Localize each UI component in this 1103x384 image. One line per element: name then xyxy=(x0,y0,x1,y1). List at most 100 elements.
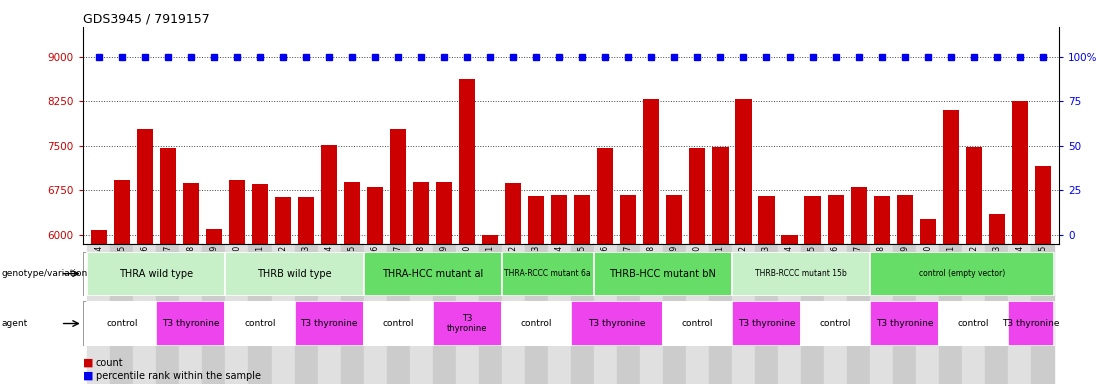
Bar xyxy=(479,244,502,384)
Bar xyxy=(759,196,774,384)
Bar xyxy=(870,301,939,346)
Bar xyxy=(344,182,361,384)
Bar xyxy=(133,244,157,384)
Bar xyxy=(593,252,732,296)
Text: T3 thyronine: T3 thyronine xyxy=(876,319,933,328)
Bar xyxy=(617,244,640,384)
Bar xyxy=(432,244,456,384)
Bar xyxy=(525,244,548,384)
Bar xyxy=(781,235,797,384)
Bar xyxy=(390,129,406,384)
Bar xyxy=(689,148,706,384)
Bar xyxy=(459,79,475,384)
Text: T3 thyronine: T3 thyronine xyxy=(738,319,795,328)
Bar xyxy=(87,301,157,346)
Bar xyxy=(157,301,225,346)
Bar xyxy=(414,182,429,384)
Bar xyxy=(364,252,502,296)
Bar xyxy=(827,195,844,384)
Bar xyxy=(552,195,567,384)
Bar xyxy=(870,244,893,384)
Text: control: control xyxy=(820,319,852,328)
Text: GDS3945 / 7919157: GDS3945 / 7919157 xyxy=(83,13,210,26)
Bar xyxy=(203,244,225,384)
Bar xyxy=(505,183,522,384)
Bar xyxy=(754,244,778,384)
Text: T3 thyronine: T3 thyronine xyxy=(300,319,357,328)
Bar xyxy=(528,196,544,384)
Bar xyxy=(225,252,364,296)
Bar xyxy=(387,244,409,384)
Bar xyxy=(1031,244,1054,384)
Bar xyxy=(367,187,383,384)
Bar xyxy=(732,252,870,296)
Bar xyxy=(295,301,364,346)
Bar xyxy=(874,196,890,384)
Bar xyxy=(663,244,686,384)
Bar xyxy=(502,301,570,346)
Bar xyxy=(943,110,959,384)
Text: THRA-HCC mutant al: THRA-HCC mutant al xyxy=(382,268,483,279)
Bar xyxy=(570,301,663,346)
Bar xyxy=(917,244,939,384)
Bar xyxy=(436,182,452,384)
Bar xyxy=(364,244,387,384)
Bar xyxy=(248,244,271,384)
Text: THRA wild type: THRA wild type xyxy=(119,268,193,279)
Bar xyxy=(570,244,593,384)
Bar xyxy=(225,301,295,346)
Bar xyxy=(275,197,291,384)
Bar xyxy=(456,244,479,384)
Bar xyxy=(575,195,590,384)
Text: count: count xyxy=(96,358,124,368)
Bar xyxy=(502,252,593,296)
Bar xyxy=(87,252,225,296)
Bar xyxy=(593,244,617,384)
Bar xyxy=(778,244,801,384)
Bar xyxy=(298,197,314,384)
Bar xyxy=(939,244,962,384)
Bar xyxy=(1008,244,1031,384)
Text: T3 thyronine: T3 thyronine xyxy=(162,319,219,328)
Text: control: control xyxy=(521,319,552,328)
Bar xyxy=(893,244,917,384)
Text: ■: ■ xyxy=(83,371,94,381)
Bar xyxy=(180,244,203,384)
Bar xyxy=(850,187,867,384)
Bar xyxy=(939,301,1008,346)
Text: control: control xyxy=(244,319,276,328)
Bar xyxy=(732,301,801,346)
Bar xyxy=(709,244,732,384)
Bar xyxy=(663,301,732,346)
Text: ■: ■ xyxy=(83,358,94,368)
Bar xyxy=(965,147,982,384)
Bar xyxy=(206,229,222,384)
Text: control: control xyxy=(957,319,989,328)
Bar xyxy=(736,99,751,384)
Bar xyxy=(988,214,1005,384)
Bar xyxy=(985,244,1008,384)
Text: percentile rank within the sample: percentile rank within the sample xyxy=(96,371,261,381)
Bar xyxy=(364,301,432,346)
Bar xyxy=(920,220,935,384)
Bar xyxy=(548,244,570,384)
Bar xyxy=(137,129,153,384)
Bar xyxy=(295,244,318,384)
Bar xyxy=(341,244,364,384)
Bar xyxy=(962,244,985,384)
Bar xyxy=(251,184,268,384)
Bar xyxy=(640,244,663,384)
Bar xyxy=(318,244,341,384)
Bar xyxy=(897,195,912,384)
Text: THRB-RCCC mutant 15b: THRB-RCCC mutant 15b xyxy=(756,269,847,278)
Bar xyxy=(666,195,683,384)
Bar xyxy=(321,145,338,384)
Bar xyxy=(801,244,824,384)
Bar xyxy=(229,180,245,384)
Text: THRB-HCC mutant bN: THRB-HCC mutant bN xyxy=(610,268,716,279)
Bar xyxy=(114,180,130,384)
Bar xyxy=(482,235,499,384)
Text: control (empty vector): control (empty vector) xyxy=(919,269,1005,278)
Text: control: control xyxy=(383,319,414,328)
Bar xyxy=(271,244,295,384)
